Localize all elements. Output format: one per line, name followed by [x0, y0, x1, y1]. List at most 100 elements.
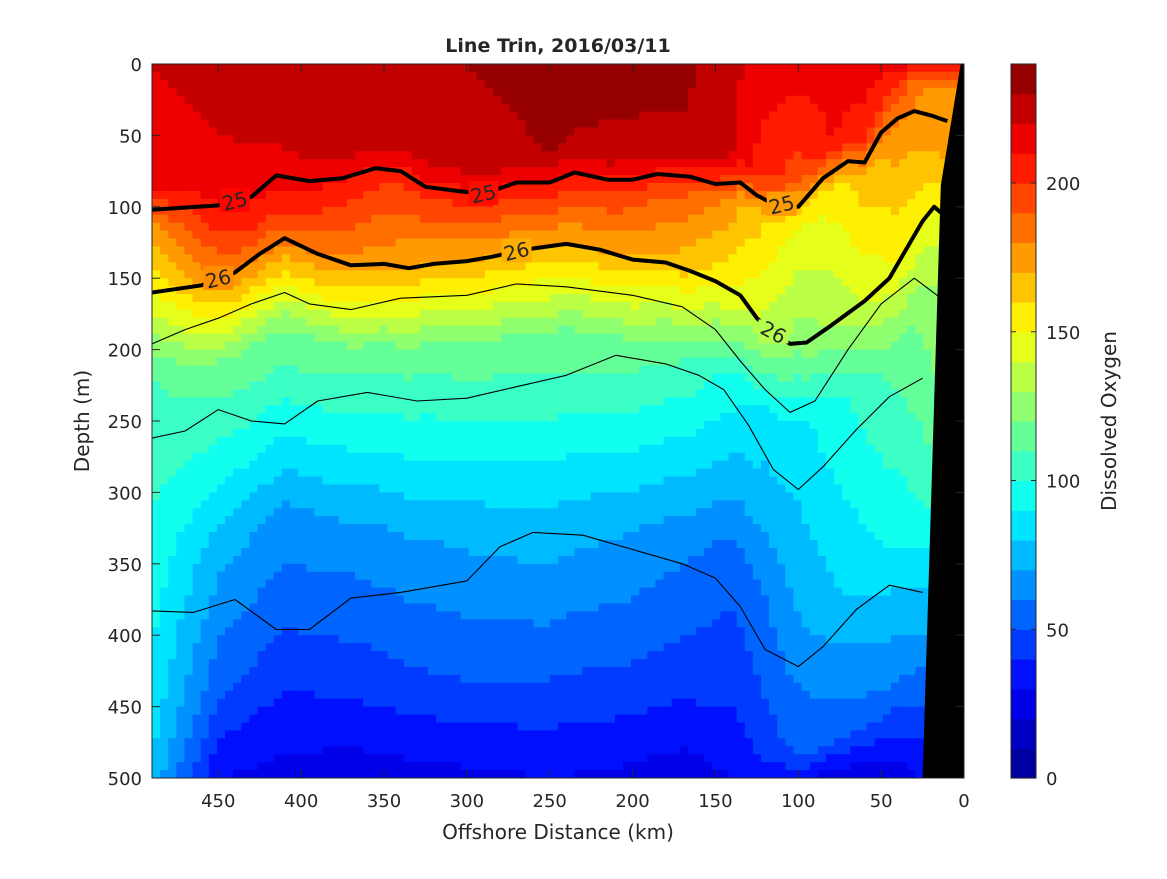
oxygen-cell [338, 722, 348, 732]
oxygen-cell [387, 516, 397, 525]
oxygen-cell [558, 476, 567, 486]
oxygen-cell [249, 659, 259, 668]
oxygen-cell [509, 357, 519, 367]
oxygen-cell [225, 635, 234, 644]
oxygen-cell [330, 183, 340, 192]
oxygen-cell [306, 738, 316, 748]
oxygen-cell [452, 278, 462, 287]
oxygen-cell [322, 95, 332, 105]
oxygen-cell [582, 341, 592, 351]
oxygen-cell [549, 389, 559, 398]
oxygen-cell [184, 738, 194, 748]
oxygen-cell [290, 198, 299, 208]
oxygen-cell [582, 397, 592, 406]
oxygen-cell [598, 373, 608, 383]
oxygen-cell [558, 659, 567, 668]
oxygen-cell [460, 230, 470, 240]
oxygen-cell [241, 714, 251, 724]
oxygen-cell [509, 651, 519, 660]
oxygen-cell [428, 587, 437, 597]
oxygen-cell [233, 309, 243, 319]
oxygen-cell [306, 492, 316, 502]
oxygen-cell [509, 516, 519, 525]
oxygen-cell [233, 659, 243, 668]
oxygen-cell [200, 651, 210, 660]
oxygen-cell [387, 444, 397, 454]
oxygen-cell [428, 397, 437, 406]
oxygen-cell [233, 302, 243, 311]
oxygen-cell [468, 246, 478, 256]
oxygen-cell [322, 436, 332, 446]
oxygen-cell [265, 198, 275, 208]
oxygen-cell [444, 730, 454, 740]
oxygen-cell [241, 627, 251, 636]
oxygen-cell [273, 722, 283, 732]
oxygen-cell [541, 738, 551, 748]
oxygen-cell [476, 103, 486, 113]
oxygen-cell [428, 357, 437, 367]
oxygen-cell [428, 413, 437, 422]
oxygen-cell [355, 571, 364, 581]
oxygen-cell [493, 452, 502, 462]
oxygen-cell [436, 127, 446, 137]
oxygen-cell [249, 286, 259, 295]
oxygen-cell [200, 365, 210, 375]
oxygen-cell [281, 516, 291, 525]
oxygen-cell [257, 64, 267, 73]
oxygen-cell [257, 460, 267, 470]
oxygen-cell [509, 547, 519, 557]
oxygen-cell [241, 325, 251, 335]
oxygen-cell [395, 397, 405, 406]
oxygen-cell [216, 754, 226, 763]
oxygen-cell [525, 294, 535, 303]
oxygen-cell [176, 389, 186, 398]
oxygen-cell [387, 659, 397, 668]
oxygen-cell [273, 603, 283, 613]
oxygen-cell [582, 413, 592, 422]
oxygen-cell [314, 71, 324, 81]
oxygen-cell [184, 103, 194, 113]
oxygen-cell [395, 206, 405, 216]
oxygen-cell [273, 183, 283, 192]
oxygen-cell [322, 278, 332, 287]
oxygen-cell [225, 571, 234, 581]
oxygen-cell [493, 524, 502, 533]
oxygen-cell [314, 270, 324, 279]
oxygen-cell [403, 135, 413, 145]
oxygen-cell [298, 294, 308, 303]
oxygen-cell [168, 206, 178, 216]
oxygen-cell [403, 428, 413, 438]
oxygen-cell [281, 302, 291, 311]
oxygen-cell [346, 111, 356, 121]
oxygen-cell [338, 540, 348, 549]
oxygen-cell [273, 413, 283, 422]
oxygen-cell [598, 389, 608, 398]
oxygen-cell [387, 627, 397, 636]
oxygen-cell [444, 397, 454, 406]
oxygen-cell [330, 611, 340, 621]
oxygen-cell [452, 706, 462, 716]
oxygen-cell [257, 524, 267, 533]
oxygen-cell [566, 476, 576, 486]
oxygen-cell [379, 278, 389, 287]
oxygen-cell [265, 103, 275, 113]
oxygen-cell [501, 746, 511, 755]
oxygen-cell [428, 190, 437, 200]
oxygen-cell [160, 722, 170, 732]
oxygen-cell [452, 341, 462, 351]
oxygen-cell [338, 341, 348, 351]
oxygen-cell [363, 659, 373, 668]
oxygen-cell [452, 294, 462, 303]
oxygen-cell [541, 627, 551, 636]
oxygen-cell [152, 619, 161, 629]
oxygen-cell [330, 436, 340, 446]
oxygen-cell [225, 333, 234, 343]
oxygen-cell [509, 532, 519, 541]
oxygen-cell [152, 87, 161, 97]
oxygen-cell [355, 198, 364, 208]
oxygen-cell [509, 365, 519, 375]
oxygen-cell [428, 516, 437, 525]
oxygen-cell [387, 587, 397, 597]
oxygen-cell [184, 254, 194, 264]
oxygen-cell [395, 341, 405, 351]
